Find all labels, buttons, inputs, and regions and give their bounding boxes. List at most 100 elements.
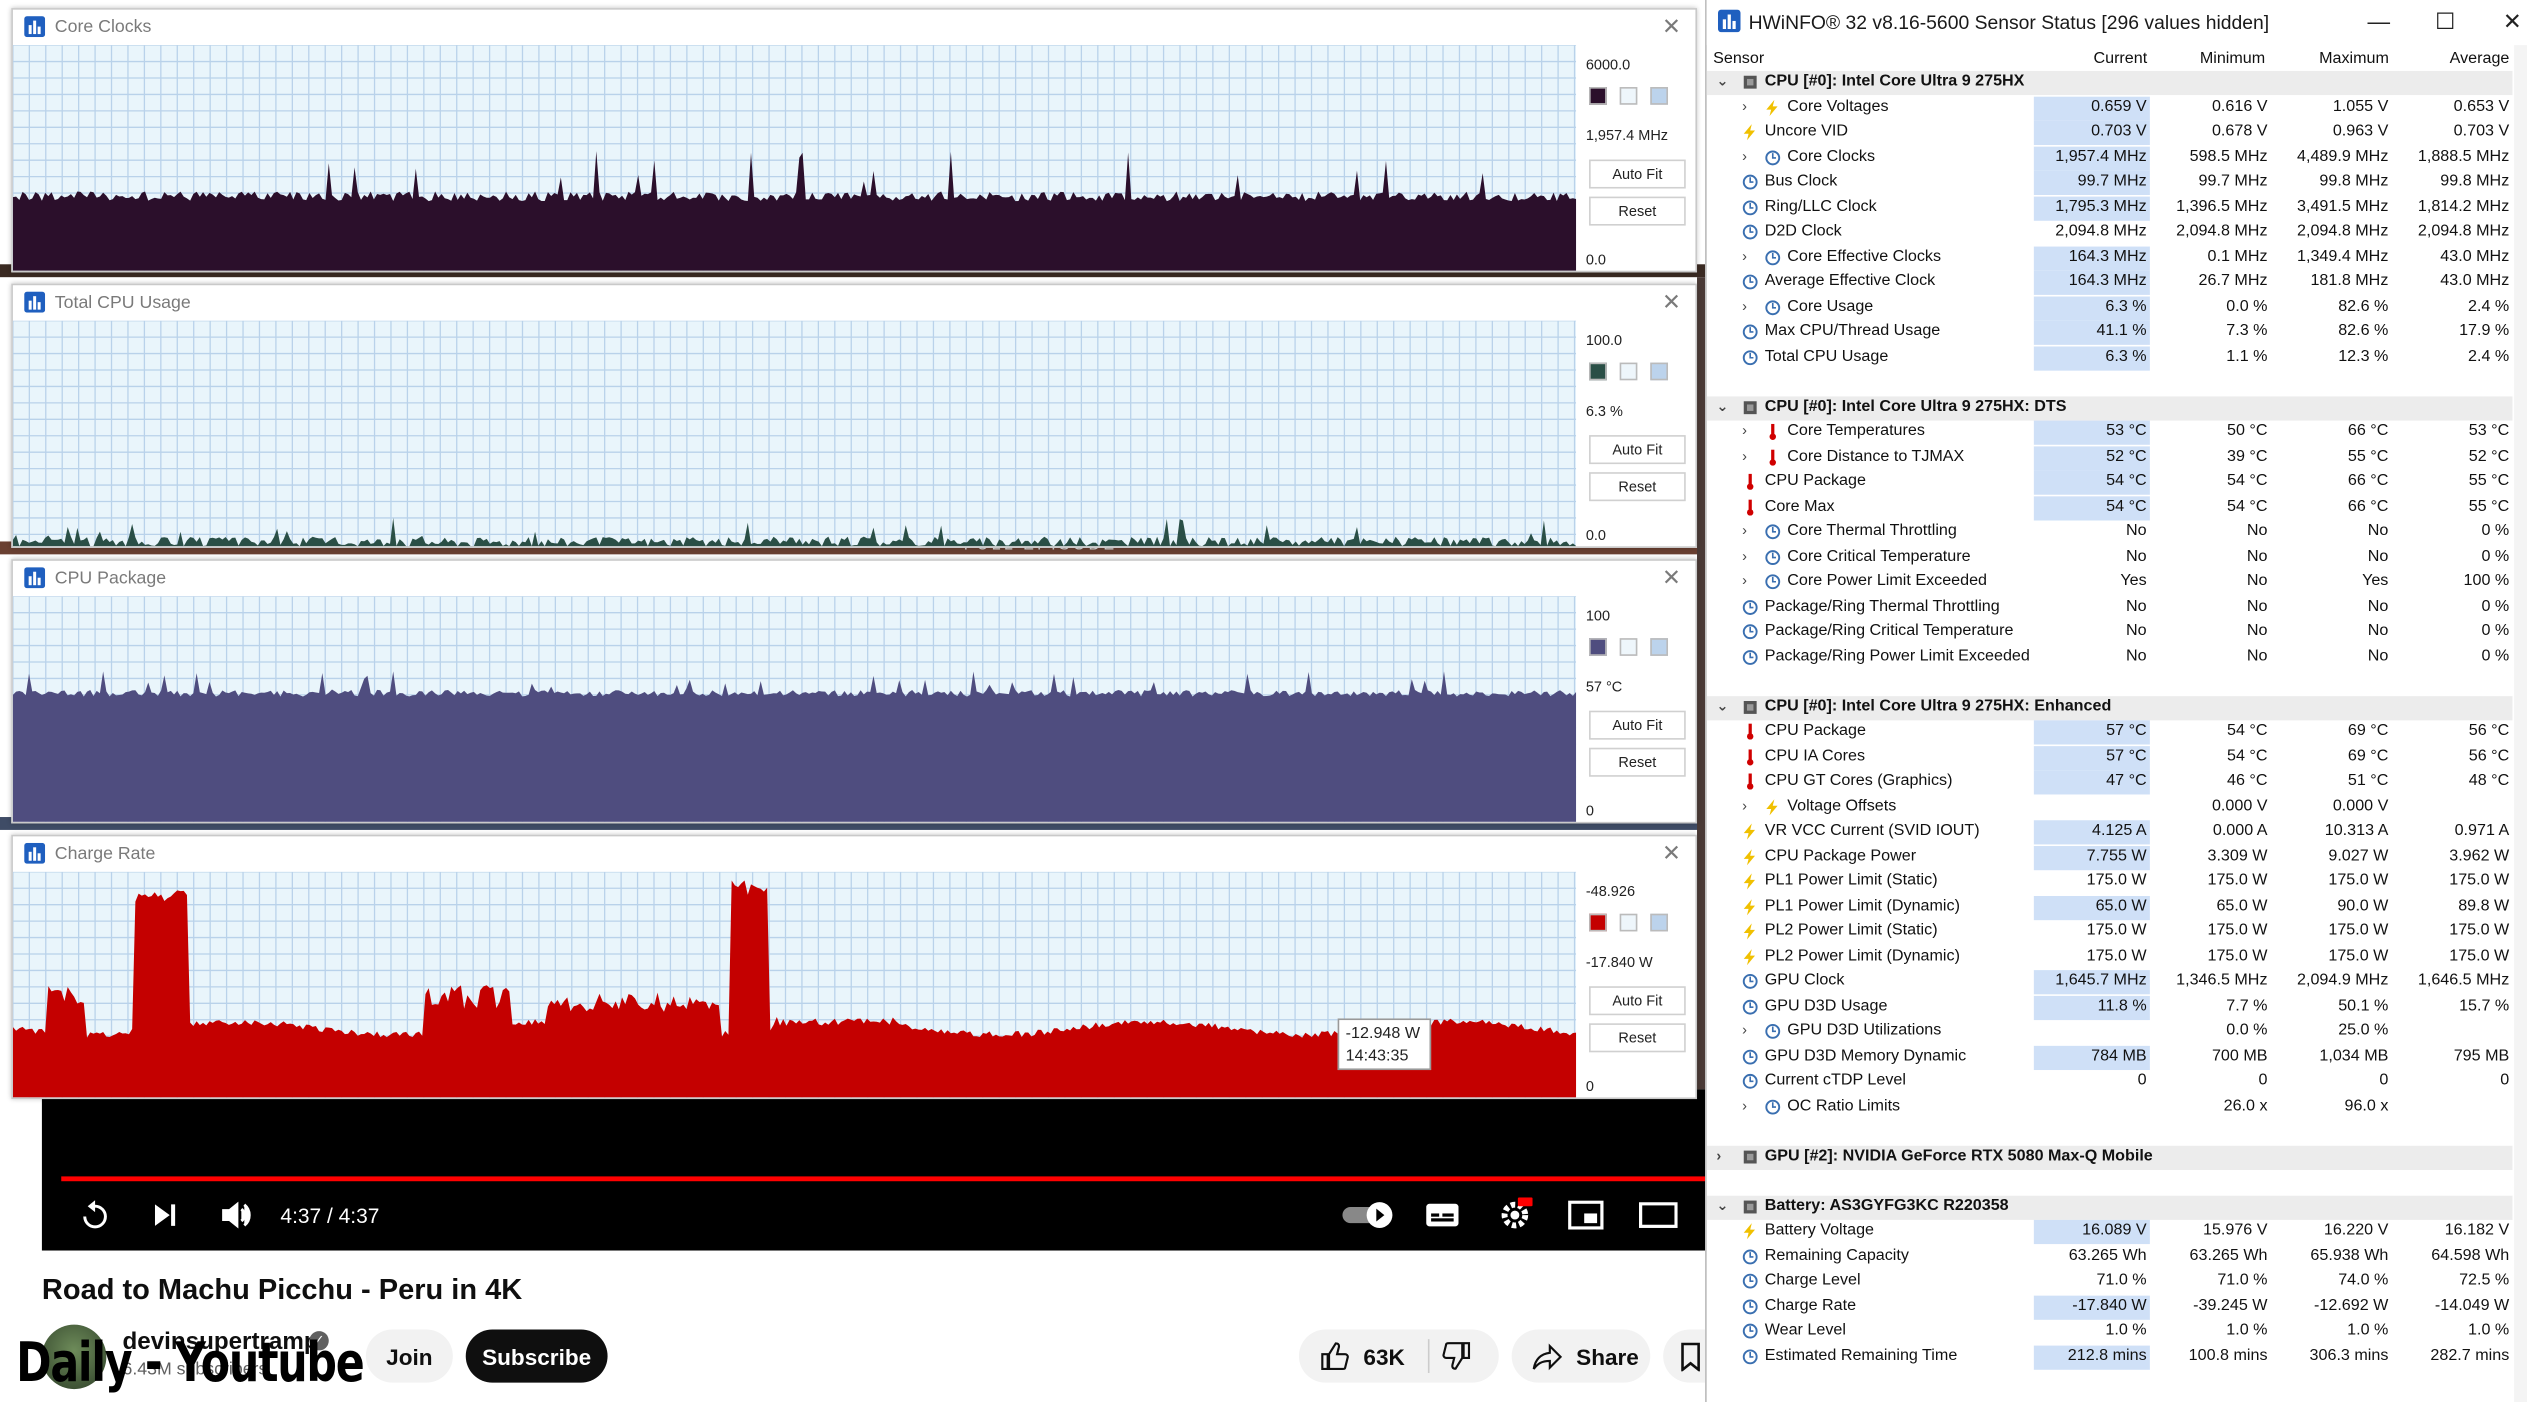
graph-grid-swatch[interactable]	[1650, 362, 1669, 381]
sensor-row[interactable]: Max CPU/Thread Usage 41.1 % 7.3 % 82.6 %…	[1707, 320, 2513, 346]
captions-button[interactable]	[1425, 1196, 1460, 1235]
chevron-down-icon[interactable]: ⌄	[1716, 696, 1729, 714]
autoplay-toggle[interactable]	[1341, 1196, 1396, 1235]
sensor-row[interactable]: PL2 Power Limit (Static) 175.0 W 175.0 W…	[1707, 920, 2513, 945]
sensor-row[interactable]: › Core Temperatures 53 °C 50 °C 66 °C 53…	[1707, 420, 2513, 446]
sensor-row[interactable]: Average Effective Clock 164.3 MHz 26.7 M…	[1707, 270, 2513, 296]
sensor-group[interactable]: ⌄ CPU [#0]: Intel Core Ultra 9 275HX: En…	[1706, 695, 2513, 720]
graph-grid-swatch[interactable]	[1650, 87, 1669, 105]
header-sensor[interactable]: Sensor	[1713, 49, 1765, 68]
chevron-right-icon[interactable]: ›	[1742, 796, 1747, 814]
sensor-row[interactable]: › OC Ratio Limits 26.0 x 96.0 x	[1707, 1095, 2513, 1120]
close-button[interactable]: ✕	[1661, 839, 1681, 866]
next-button[interactable]	[148, 1196, 180, 1235]
save-button[interactable]	[1663, 1329, 1706, 1383]
graph-window[interactable]: Charge Rate ✕ -48.926 -17.840 W Auto Fit…	[11, 834, 1698, 1100]
chevron-right-icon[interactable]: ›	[1742, 522, 1747, 539]
reset-button[interactable]: Reset	[1589, 472, 1686, 502]
graph-bg-swatch[interactable]	[1619, 638, 1638, 656]
chevron-right-icon[interactable]: ›	[1742, 1096, 1747, 1113]
share-button[interactable]: Share	[1511, 1329, 1651, 1383]
sensor-row[interactable]: Charge Rate -17.840 W -39.245 W -12.692 …	[1707, 1294, 2513, 1320]
chevron-down-icon[interactable]: ⌄	[1716, 72, 1729, 89]
sensor-row[interactable]: Wear Level 1.0 % 1.0 % 1.0 % 1.0 %	[1707, 1320, 2513, 1345]
sensor-row[interactable]: CPU Package 54 °C 54 °C 66 °C 55 °C	[1707, 470, 2513, 496]
graph-bg-swatch[interactable]	[1619, 87, 1638, 105]
sensor-row[interactable]: CPU IA Cores 57 °C 54 °C 69 °C 56 °C	[1707, 745, 2513, 770]
chevron-right-icon[interactable]: ›	[1742, 1021, 1747, 1038]
chevron-right-icon[interactable]: ›	[1742, 572, 1747, 589]
chevron-right-icon[interactable]: ›	[1742, 247, 1747, 264]
sensor-row[interactable]: GPU D3D Memory Dynamic 784 MB 700 MB 1,0…	[1707, 1045, 2513, 1070]
sensor-group[interactable]: ⌄ CPU [#0]: Intel Core Ultra 9 275HX: DT…	[1706, 395, 2513, 420]
sensor-row[interactable]: › Core Effective Clocks 164.3 MHz 0.1 MH…	[1707, 245, 2513, 271]
reset-button[interactable]: Reset	[1589, 196, 1686, 226]
theater-button[interactable]	[1638, 1196, 1678, 1235]
graph-window[interactable]: Core Clocks ✕ 6000.0 1,957.4 MHz Auto Fi…	[11, 8, 1698, 273]
sensor-row[interactable]: PL2 Power Limit (Dynamic) 175.0 W 175.0 …	[1707, 945, 2513, 970]
sensor-row[interactable]: Battery Voltage 16.089 V 15.976 V 16.220…	[1707, 1219, 2513, 1245]
sensor-row[interactable]: › Core Critical Temperature No No No 0 %	[1707, 545, 2513, 570]
sensor-group[interactable]: › GPU [#2]: NVIDIA GeForce RTX 5080 Max-…	[1706, 1144, 2513, 1170]
chevron-right-icon[interactable]: ›	[1742, 447, 1747, 464]
sensor-row[interactable]: Package/Ring Critical Temperature No No …	[1707, 620, 2513, 645]
sensor-row[interactable]: › Core Thermal Throttling No No No 0 %	[1707, 521, 2513, 546]
sensor-row[interactable]: Bus Clock 99.7 MHz 99.7 MHz 99.8 MHz 99.…	[1707, 170, 2513, 196]
chevron-right-icon[interactable]: ›	[1742, 422, 1747, 439]
channel-name[interactable]: devinsupertramp	[122, 1327, 319, 1356]
sensor-row[interactable]: › Core Usage 6.3 % 0.0 % 82.6 % 2.4 %	[1707, 295, 2513, 321]
maximize-button[interactable]: ☐	[2435, 8, 2456, 34]
graph-color-swatch[interactable]	[1589, 362, 1607, 381]
sensor-row[interactable]: Current cTDP Level 0 0 0 0	[1707, 1070, 2513, 1095]
subscribe-button[interactable]: Subscribe	[465, 1329, 608, 1383]
chevron-right-icon[interactable]: ›	[1742, 547, 1747, 564]
sensor-row[interactable]: Total CPU Usage 6.3 % 1.1 % 12.3 % 2.4 %	[1707, 345, 2513, 371]
sensor-group[interactable]: ⌄ CPU [#0]: Intel Core Ultra 9 275HX	[1706, 70, 2513, 96]
chevron-right-icon[interactable]: ›	[1742, 297, 1747, 314]
close-button[interactable]: ✕	[1661, 564, 1681, 590]
sensor-row[interactable]: Charge Level 71.0 % 71.0 % 74.0 % 72.5 %	[1707, 1270, 2513, 1295]
graph-bg-swatch[interactable]	[1619, 362, 1638, 381]
title-bar[interactable]: HWiNFO® 32 v8.16-5600 Sensor Status [296…	[1706, 0, 2527, 46]
graph-grid-swatch[interactable]	[1650, 638, 1669, 656]
dislike-button[interactable]	[1441, 1339, 1473, 1376]
sensor-row[interactable]: PL1 Power Limit (Static) 175.0 W 175.0 W…	[1707, 870, 2513, 895]
sensor-row[interactable]: › Core Power Limit Exceeded Yes No Yes 1…	[1707, 570, 2513, 595]
graph-window[interactable]: Total CPU Usage ✕ 100.0 6.3 % Auto Fit R…	[11, 283, 1698, 548]
reset-button[interactable]: Reset	[1589, 747, 1686, 777]
sensor-row[interactable]: Estimated Remaining Time 212.8 mins 100.…	[1707, 1344, 2513, 1370]
graph-color-swatch[interactable]	[1589, 913, 1607, 932]
like-button[interactable]: 63K	[1318, 1340, 1405, 1372]
sensor-group[interactable]: ⌄ Battery: AS3GYFG3KC R220358	[1706, 1194, 2513, 1220]
graph-grid-swatch[interactable]	[1650, 913, 1669, 932]
sensor-row[interactable]: Package/Ring Power Limit Exceeded No No …	[1707, 645, 2513, 670]
sensor-row[interactable]: CPU GT Cores (Graphics) 47 °C 46 °C 51 °…	[1707, 770, 2513, 795]
settings-button[interactable]	[1497, 1196, 1533, 1235]
chevron-right-icon[interactable]: ›	[1742, 97, 1747, 114]
sensor-row[interactable]: Core Max 54 °C 54 °C 66 °C 55 °C	[1707, 495, 2513, 521]
sensor-row[interactable]: GPU Clock 1,645.7 MHz 1,346.5 MHz 2,094.…	[1707, 970, 2513, 995]
sensor-row[interactable]: Package/Ring Thermal Throttling No No No…	[1707, 595, 2513, 620]
sensor-row[interactable]: › GPU D3D Utilizations 0.0 % 25.0 %	[1707, 1020, 2513, 1045]
auto-fit-button[interactable]: Auto Fit	[1589, 159, 1686, 189]
header-minimum[interactable]: Minimum	[2199, 49, 2266, 68]
header-current[interactable]: Current	[2093, 49, 2148, 68]
sensor-row[interactable]: PL1 Power Limit (Dynamic) 65.0 W 65.0 W …	[1707, 895, 2513, 920]
sensor-row[interactable]: › Core Distance to TJMAX 52 °C 39 °C 55 …	[1707, 445, 2513, 471]
graph-color-swatch[interactable]	[1589, 87, 1607, 105]
miniplayer-button[interactable]	[1568, 1196, 1604, 1235]
minimize-button[interactable]: —	[2367, 8, 2391, 34]
header-average[interactable]: Average	[2449, 49, 2510, 68]
auto-fit-button[interactable]: Auto Fit	[1589, 435, 1686, 465]
graph-color-swatch[interactable]	[1589, 638, 1607, 656]
sensor-row[interactable]: D2D Clock 2,094.8 MHz 2,094.8 MHz 2,094.…	[1707, 221, 2513, 246]
chevron-right-icon[interactable]: ›	[1716, 1146, 1722, 1163]
sensor-row[interactable]: VR VCC Current (SVID IOUT) 4.125 A 0.000…	[1707, 820, 2513, 845]
replay-button[interactable]	[77, 1196, 112, 1235]
scrollbar[interactable]	[2514, 45, 2527, 1402]
sensor-row[interactable]: GPU D3D Usage 11.8 % 7.7 % 50.1 % 15.7 %	[1707, 995, 2513, 1020]
auto-fit-button[interactable]: Auto Fit	[1589, 710, 1686, 740]
chevron-down-icon[interactable]: ⌄	[1716, 1196, 1729, 1213]
close-button[interactable]: ✕	[2502, 8, 2522, 34]
graph-bg-swatch[interactable]	[1619, 913, 1638, 932]
